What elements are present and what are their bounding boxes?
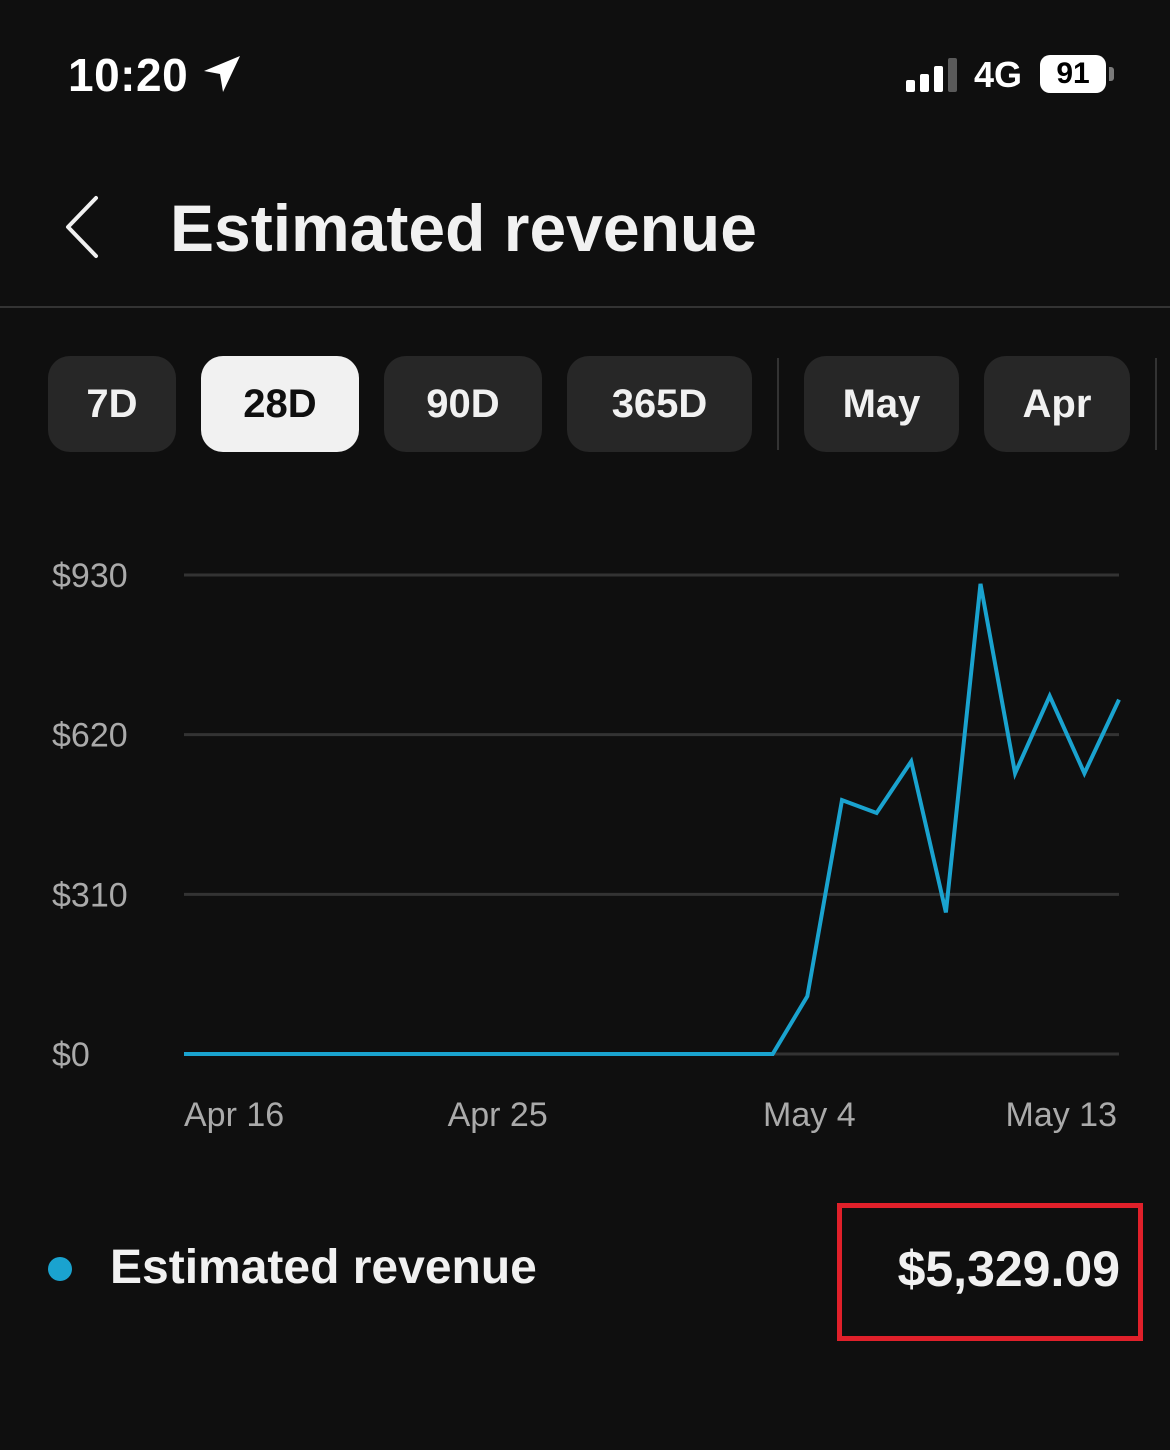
y-tick-label: $0 [52, 1036, 90, 1074]
x-tick-label: Apr 16 [184, 1096, 284, 1134]
page-title: Estimated revenue [170, 191, 757, 265]
status-bar: 10:20 4G 91 [0, 0, 1170, 140]
chip-28d[interactable]: 28D [201, 356, 359, 452]
series-line-estimated-revenue [184, 583, 1121, 1056]
legend-row: Estimated revenue $5,329.09 [0, 1200, 1170, 1345]
network-type: 4G [974, 54, 1023, 95]
y-tick-label: $930 [52, 557, 128, 595]
y-tick-label: $310 [52, 876, 128, 914]
chip-divider [1155, 358, 1157, 450]
chip-may[interactable]: May [804, 356, 959, 452]
battery-tip [1109, 67, 1114, 81]
chevron-left-icon [66, 196, 98, 258]
highlight-box [837, 1203, 1143, 1341]
chip-apr[interactable]: Apr [984, 356, 1130, 452]
cellular-signal-icon [906, 58, 957, 92]
x-tick-label: May 13 [1006, 1096, 1118, 1134]
total-revenue: $5,329.09 [897, 1241, 1120, 1297]
legend-dot [48, 1257, 72, 1281]
chip-divider [777, 358, 779, 450]
chip-365d[interactable]: 365D [567, 356, 752, 452]
location-arrow-icon [204, 56, 240, 92]
chip-90d[interactable]: 90D [384, 356, 542, 452]
legend-label: Estimated revenue [110, 1241, 537, 1294]
header: Estimated revenue [0, 140, 1170, 308]
status-time: 10:20 [68, 49, 189, 101]
battery-indicator: 91 [1040, 55, 1106, 93]
period-chips: 7D 28D 90D 365D May Apr [0, 356, 1170, 452]
y-tick-label: $620 [52, 717, 128, 755]
x-tick-label: May 4 [763, 1096, 856, 1134]
x-tick-label: Apr 25 [448, 1096, 548, 1134]
revenue-line-chart: $930 $620 $310 $0 Apr 16 Apr 25 May 4 May 13 [52, 557, 1121, 1134]
back-button[interactable] [56, 192, 116, 262]
chip-7d[interactable]: 7D [48, 356, 176, 452]
